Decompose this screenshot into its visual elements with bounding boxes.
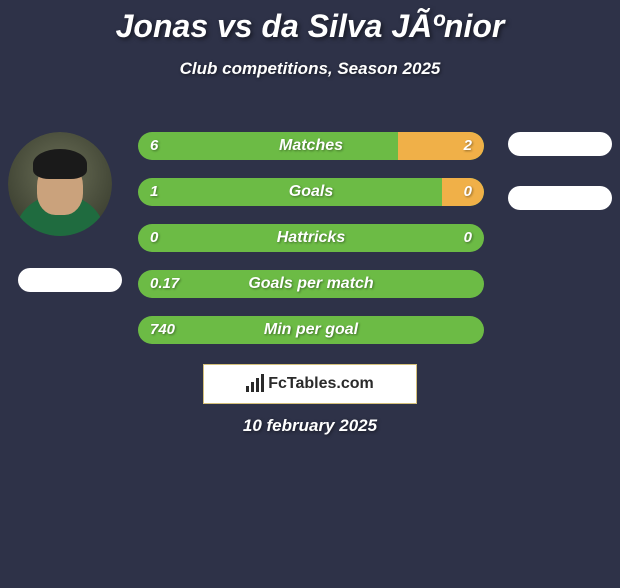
stat-label: Min per goal <box>138 316 484 344</box>
avatar-left-persona <box>8 132 112 236</box>
stat-label: Goals per match <box>138 270 484 298</box>
stat-label: Goals <box>138 178 484 206</box>
stat-row: 0.17Goals per match <box>138 270 484 298</box>
stat-row: 6Matches2 <box>138 132 484 160</box>
page-title: Jonas vs da Silva JÃºnior <box>0 8 620 45</box>
brand-badge: FcTables.com <box>203 364 417 404</box>
brand-text: FcTables.com <box>268 375 374 393</box>
stat-label: Matches <box>138 132 484 160</box>
stat-row: 1Goals0 <box>138 178 484 206</box>
avatar-left <box>8 132 112 236</box>
chart-icon <box>246 376 264 392</box>
stat-row: 0Hattricks0 <box>138 224 484 252</box>
stat-row: 740Min per goal <box>138 316 484 344</box>
name-pill-right-1 <box>508 132 612 156</box>
date-label: 10 february 2025 <box>0 416 620 436</box>
subtitle: Club competitions, Season 2025 <box>0 59 620 79</box>
stat-value-right: 0 <box>464 178 472 206</box>
stat-value-right: 2 <box>464 132 472 160</box>
name-pill-left <box>18 268 122 292</box>
comparison-bars: 6Matches21Goals00Hattricks00.17Goals per… <box>138 132 484 362</box>
stat-value-right: 0 <box>464 224 472 252</box>
stat-label: Hattricks <box>138 224 484 252</box>
name-pill-right-2 <box>508 186 612 210</box>
